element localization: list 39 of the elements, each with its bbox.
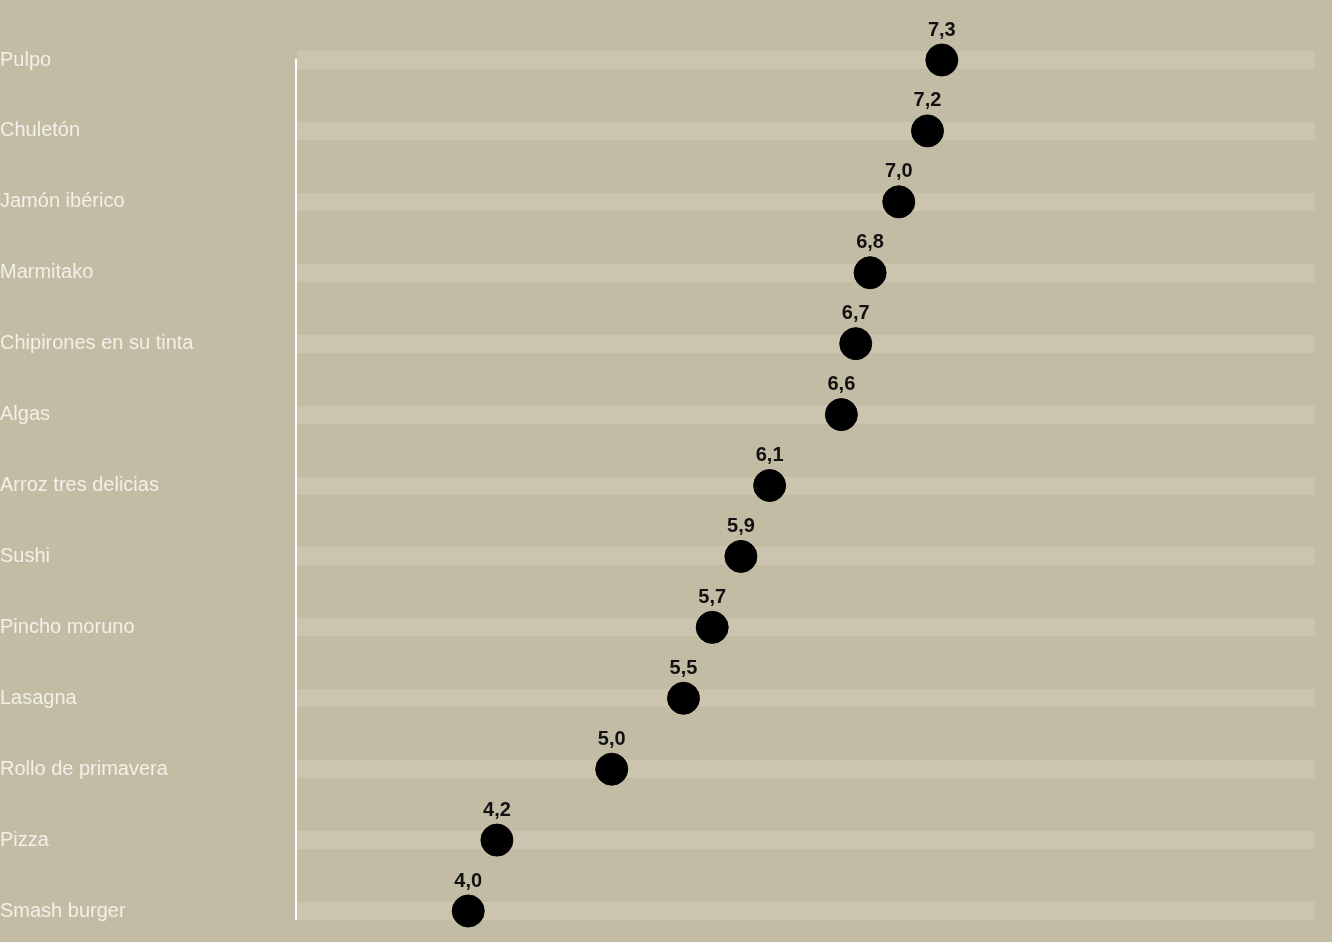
point xyxy=(451,894,485,928)
data-label: 7,2 xyxy=(913,88,942,111)
data-label: 4,2 xyxy=(483,797,511,820)
data-label: 6,8 xyxy=(856,230,884,253)
y-tick-label: Rollo de primavera xyxy=(0,756,169,779)
y-tick-label: Arroz tres delicias xyxy=(0,473,159,496)
y-tick-label: Pulpo xyxy=(0,47,52,70)
data-label: 6,1 xyxy=(755,443,784,466)
y-tick-label: Chuletón xyxy=(0,118,81,141)
y-tick-label: Chipirones en su tinta xyxy=(0,331,195,354)
point xyxy=(824,398,858,432)
y-tick-label: Algas xyxy=(0,402,51,425)
point xyxy=(839,327,873,361)
point xyxy=(724,539,758,573)
y-tick-label: Pincho moruno xyxy=(0,614,135,637)
data-label: 5,9 xyxy=(727,513,755,536)
y-tick-label: Sushi xyxy=(0,543,51,566)
data-label: 6,7 xyxy=(841,301,870,324)
y-tick-label: Smash burger xyxy=(0,898,126,921)
data-label: 5,7 xyxy=(698,584,727,607)
data-label: 6,6 xyxy=(827,372,856,395)
point xyxy=(853,256,887,290)
y-tick-label: Jamón ibérico xyxy=(0,189,125,212)
point xyxy=(753,469,787,502)
point xyxy=(910,114,944,148)
y-tick-label: Lasagna xyxy=(0,685,78,708)
point xyxy=(667,681,701,715)
point xyxy=(695,610,729,644)
y-tick-label: Pizza xyxy=(0,827,50,850)
point xyxy=(595,752,629,786)
data-label: 7,0 xyxy=(884,159,913,182)
y-tick-label: Marmitako xyxy=(0,260,94,283)
data-label: 5,5 xyxy=(669,655,698,678)
data-label: 5,0 xyxy=(597,726,626,749)
point xyxy=(925,43,959,77)
data-label: 4,0 xyxy=(454,868,483,891)
data-label: 7,3 xyxy=(927,17,956,40)
point xyxy=(882,185,916,219)
point xyxy=(480,823,514,857)
